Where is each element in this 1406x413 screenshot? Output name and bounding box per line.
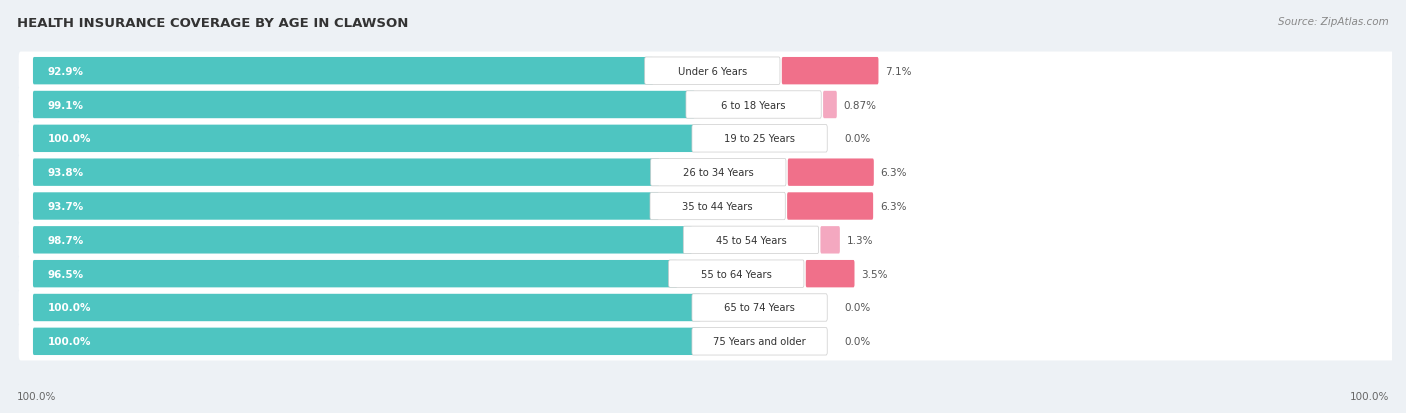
FancyBboxPatch shape	[686, 92, 821, 119]
Text: 93.7%: 93.7%	[48, 202, 83, 211]
FancyBboxPatch shape	[821, 227, 839, 254]
Text: 0.0%: 0.0%	[845, 134, 872, 144]
Text: 100.0%: 100.0%	[17, 391, 56, 401]
Text: 100.0%: 100.0%	[48, 337, 91, 347]
FancyBboxPatch shape	[645, 58, 780, 85]
Text: 1.3%: 1.3%	[846, 235, 873, 245]
Text: 65 to 74 Years: 65 to 74 Years	[724, 303, 794, 313]
Text: 6.3%: 6.3%	[880, 168, 907, 178]
FancyBboxPatch shape	[18, 323, 1393, 361]
FancyBboxPatch shape	[18, 255, 1393, 293]
FancyBboxPatch shape	[18, 86, 1393, 124]
Text: 0.0%: 0.0%	[845, 303, 872, 313]
FancyBboxPatch shape	[32, 260, 678, 288]
Text: 92.9%: 92.9%	[48, 66, 83, 76]
FancyBboxPatch shape	[32, 227, 692, 254]
FancyBboxPatch shape	[32, 58, 654, 85]
FancyBboxPatch shape	[18, 289, 1393, 327]
Text: 100.0%: 100.0%	[1350, 391, 1389, 401]
Text: 55 to 64 Years: 55 to 64 Years	[700, 269, 772, 279]
Text: 96.5%: 96.5%	[48, 269, 83, 279]
FancyBboxPatch shape	[806, 260, 855, 288]
FancyBboxPatch shape	[651, 159, 786, 186]
Text: 26 to 34 Years: 26 to 34 Years	[683, 168, 754, 178]
FancyBboxPatch shape	[787, 159, 873, 186]
Text: HEALTH INSURANCE COVERAGE BY AGE IN CLAWSON: HEALTH INSURANCE COVERAGE BY AGE IN CLAW…	[17, 17, 408, 29]
Text: Under 6 Years: Under 6 Years	[678, 66, 747, 76]
Text: 3.5%: 3.5%	[862, 269, 889, 279]
FancyBboxPatch shape	[32, 92, 695, 119]
Text: 19 to 25 Years: 19 to 25 Years	[724, 134, 794, 144]
Text: 6.3%: 6.3%	[880, 202, 907, 211]
FancyBboxPatch shape	[18, 120, 1393, 158]
FancyBboxPatch shape	[32, 328, 700, 355]
FancyBboxPatch shape	[692, 125, 827, 153]
FancyBboxPatch shape	[32, 125, 700, 153]
FancyBboxPatch shape	[692, 328, 827, 355]
Text: 0.87%: 0.87%	[844, 100, 877, 110]
Text: 98.7%: 98.7%	[48, 235, 83, 245]
FancyBboxPatch shape	[823, 92, 837, 119]
FancyBboxPatch shape	[18, 221, 1393, 259]
FancyBboxPatch shape	[683, 227, 818, 254]
FancyBboxPatch shape	[32, 159, 659, 186]
Text: 75 Years and older: 75 Years and older	[713, 337, 806, 347]
FancyBboxPatch shape	[32, 193, 659, 220]
Text: 93.8%: 93.8%	[48, 168, 83, 178]
FancyBboxPatch shape	[669, 260, 804, 288]
Text: 7.1%: 7.1%	[886, 66, 912, 76]
FancyBboxPatch shape	[787, 193, 873, 220]
Text: Source: ZipAtlas.com: Source: ZipAtlas.com	[1278, 17, 1389, 26]
Text: 100.0%: 100.0%	[48, 303, 91, 313]
FancyBboxPatch shape	[18, 188, 1393, 225]
FancyBboxPatch shape	[650, 193, 786, 220]
Text: 100.0%: 100.0%	[48, 134, 91, 144]
Text: 45 to 54 Years: 45 to 54 Years	[716, 235, 786, 245]
Text: 99.1%: 99.1%	[48, 100, 83, 110]
FancyBboxPatch shape	[18, 52, 1393, 90]
FancyBboxPatch shape	[782, 58, 879, 85]
FancyBboxPatch shape	[692, 294, 827, 321]
FancyBboxPatch shape	[32, 294, 700, 321]
Text: 35 to 44 Years: 35 to 44 Years	[682, 202, 754, 211]
FancyBboxPatch shape	[18, 154, 1393, 192]
Text: 6 to 18 Years: 6 to 18 Years	[721, 100, 786, 110]
Text: 0.0%: 0.0%	[845, 337, 872, 347]
